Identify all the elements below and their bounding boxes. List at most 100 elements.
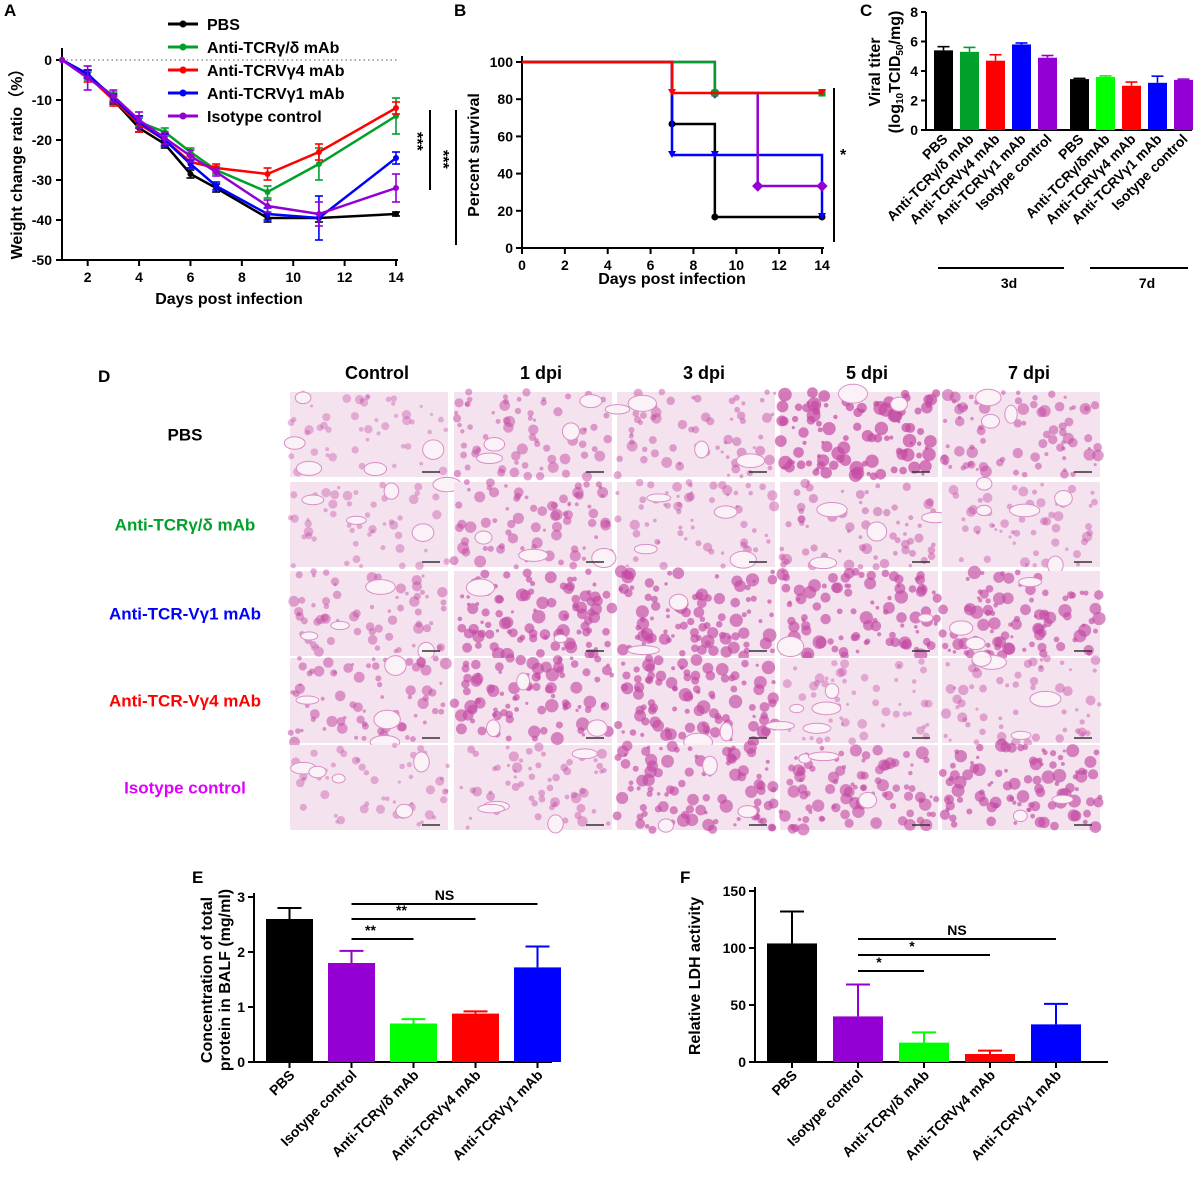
tissue-cell <box>940 708 952 719</box>
tissue-cell <box>461 664 470 673</box>
tissue-cell <box>684 722 696 733</box>
tissue-cell <box>872 699 880 707</box>
histology-row-label: Anti-TCRγ/δ mAb <box>115 516 256 535</box>
tissue-cell <box>370 501 377 508</box>
histology-tile <box>454 568 618 662</box>
tissue-cell <box>505 745 510 750</box>
tissue-cell <box>916 726 925 735</box>
tissue-cell <box>474 491 486 503</box>
tissue-cell <box>397 780 401 784</box>
tissue-cell <box>840 489 845 493</box>
tissue-cell <box>535 762 542 769</box>
tissue-cell <box>409 419 415 425</box>
tissue-cell <box>850 782 855 787</box>
tissue-cell <box>354 735 359 740</box>
tissue-cell <box>466 396 473 403</box>
tissue-cell <box>299 803 307 811</box>
tissue-cell <box>297 655 302 661</box>
tissue-cell <box>844 818 854 828</box>
tissue-cell <box>875 605 880 610</box>
tissue-cell <box>574 811 582 820</box>
y-tick-label: 150 <box>723 883 747 899</box>
tissue-cell <box>976 755 980 760</box>
tissue-cell <box>970 416 974 421</box>
tissue-cell <box>514 460 519 465</box>
tissue-cell <box>709 727 721 738</box>
tissue-cell <box>910 763 914 767</box>
tissue-cell <box>602 665 612 676</box>
tissue-cell <box>802 440 807 445</box>
tissue-cell <box>581 556 587 561</box>
tissue-cell <box>406 762 413 768</box>
tissue-cell <box>779 810 791 822</box>
tissue-cell <box>947 648 952 653</box>
tissue-cell <box>1054 781 1060 787</box>
tissue-cell <box>860 784 867 791</box>
tissue-cell <box>828 572 838 583</box>
tissue-cell <box>945 662 951 667</box>
tissue-cell <box>859 611 873 625</box>
alveolar-space <box>283 436 306 450</box>
tissue-cell <box>659 746 663 751</box>
tissue-cell <box>663 503 667 507</box>
tissue-cell <box>1054 401 1065 412</box>
tissue-cell <box>333 583 337 587</box>
y-axis-title-units: (log10TCID50/mg) <box>887 11 906 134</box>
tissue-cell <box>884 757 896 770</box>
tissue-cell <box>884 435 890 442</box>
tissue-cell <box>346 523 352 528</box>
tissue-cell <box>876 779 889 792</box>
tissue-cell <box>688 483 693 488</box>
tissue-cell <box>1079 719 1085 725</box>
tissue-cell <box>846 529 851 534</box>
tissue-cell <box>481 608 490 617</box>
tissue-cell <box>424 548 428 553</box>
tissue-cell <box>1022 647 1027 652</box>
tissue-cell <box>614 565 628 578</box>
tissue-cell <box>632 529 641 538</box>
tissue-cell <box>966 446 979 459</box>
tissue-cell <box>604 640 611 648</box>
tissue-cell <box>1084 434 1093 443</box>
survival-TCRVg4 <box>522 60 826 97</box>
tissue-cell <box>474 555 487 568</box>
tissue-cell <box>796 597 801 602</box>
tissue-cell <box>487 684 500 697</box>
tissue-cell <box>892 550 898 556</box>
tissue-cell <box>661 457 673 468</box>
tissue-cell <box>889 435 894 440</box>
alveolar-space <box>586 719 608 737</box>
tissue-cell <box>438 466 448 476</box>
tissue-cell <box>843 559 855 571</box>
tissue-cell <box>827 771 840 783</box>
tissue-cell <box>906 809 915 818</box>
tissue-cell <box>320 421 328 430</box>
alveolar-space <box>301 494 325 506</box>
tissue-cell <box>543 444 551 452</box>
tissue-cell <box>1017 801 1022 807</box>
tissue-cell <box>720 450 724 454</box>
tissue-cell <box>629 729 637 736</box>
y-tick-label: -30 <box>32 172 52 188</box>
y-tick-label: 40 <box>497 166 513 182</box>
tissue-cell <box>948 464 953 469</box>
tissue-cell <box>382 522 387 526</box>
tissue-cell <box>861 751 871 760</box>
tissue-cell <box>975 707 979 711</box>
tissue-cell <box>806 400 810 405</box>
tissue-cell <box>320 790 330 800</box>
tissue-cell <box>1065 547 1069 551</box>
tissue-cell <box>310 749 318 757</box>
tissue-cell <box>644 522 650 527</box>
tissue-cell <box>527 410 534 417</box>
tissue-cell <box>685 805 695 814</box>
tissue-cell <box>799 520 805 526</box>
tissue-cell <box>1039 762 1044 767</box>
tissue-cell <box>525 701 529 705</box>
tissue-cell <box>760 817 767 825</box>
tissue-cell <box>644 578 655 588</box>
tissue-cell <box>963 650 969 656</box>
tissue-cell <box>444 789 449 793</box>
tissue-cell <box>526 657 540 670</box>
